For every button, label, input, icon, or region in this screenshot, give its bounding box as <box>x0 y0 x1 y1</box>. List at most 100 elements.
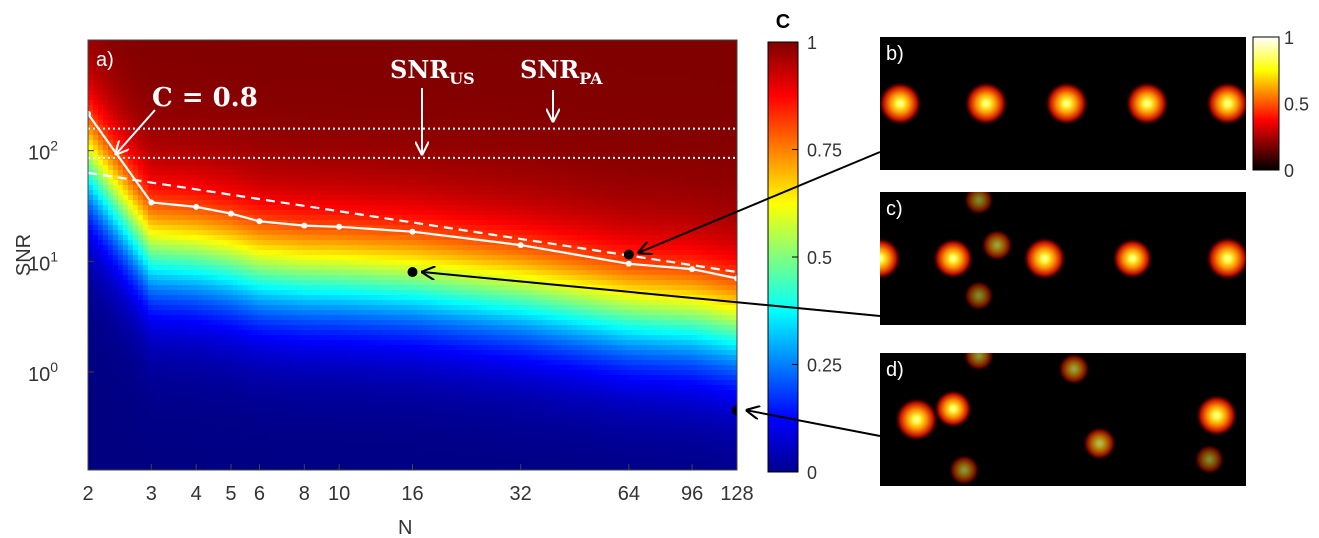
heatmap-cell <box>237 325 244 331</box>
heatmap-cell <box>152 60 159 66</box>
heatmap-cell <box>357 100 364 106</box>
heatmap-cell <box>197 185 204 191</box>
heatmap-cell <box>107 265 114 271</box>
heatmap-cell <box>117 250 124 256</box>
heatmap-cell <box>227 265 234 271</box>
heatmap-cell <box>322 170 329 176</box>
heatmap-cell <box>307 140 314 146</box>
heatmap-cell <box>307 85 314 91</box>
heatmap-cell <box>307 70 314 76</box>
heatmap-cell <box>367 445 374 451</box>
heatmap-cell <box>257 100 264 106</box>
heatmap-cell <box>182 330 189 336</box>
heatmap-cell <box>217 85 224 91</box>
heatmap-cell <box>172 400 179 406</box>
heatmap-cell <box>177 125 184 131</box>
heatmap-cell <box>177 210 184 216</box>
heatmap-cell <box>257 120 264 126</box>
heatmap-cell <box>327 260 334 266</box>
heatmap-cell <box>132 170 139 176</box>
heatmap-cell <box>367 80 374 86</box>
heatmap-cell <box>207 45 214 51</box>
heatmap-cell <box>267 385 274 391</box>
heatmap-cell <box>172 260 179 266</box>
heatmap-cell <box>272 275 279 281</box>
heatmap-cell <box>337 385 344 391</box>
heatmap-cell <box>177 320 184 326</box>
heatmap-cell <box>102 165 109 171</box>
heatmap-cell <box>357 330 364 336</box>
heatmap-cell <box>357 115 364 121</box>
heatmap-cell <box>202 375 209 381</box>
heatmap-cell <box>177 70 184 76</box>
heatmap-cell <box>322 230 329 236</box>
heatmap-cell <box>167 275 174 281</box>
heatmap-cell <box>112 245 119 251</box>
heatmap-cell <box>282 225 289 231</box>
heatmap-cell <box>247 195 254 201</box>
heatmap-cell <box>327 310 334 316</box>
heatmap-cell <box>88 60 94 66</box>
heatmap-cell <box>372 400 379 406</box>
heatmap-cell <box>242 220 249 226</box>
heatmap-cell <box>342 285 349 291</box>
heatmap-cell <box>372 395 379 401</box>
heatmap-cell <box>287 295 294 301</box>
heatmap-cell <box>232 110 239 116</box>
heatmap-cell <box>157 350 164 356</box>
heatmap-cell <box>217 445 224 451</box>
heatmap-cell <box>97 270 104 276</box>
heatmap-cell <box>282 440 289 446</box>
heatmap-cell <box>302 295 309 301</box>
heatmap-cell <box>307 135 314 141</box>
heatmap-cell <box>282 435 289 441</box>
heatmap-cell <box>192 330 199 336</box>
heatmap-cell <box>142 430 149 436</box>
heatmap-cell <box>137 340 144 346</box>
heatmap-cell <box>277 300 284 306</box>
heatmap-cell <box>247 60 254 66</box>
heatmap-cell <box>322 320 329 326</box>
heatmap-cell <box>257 160 264 166</box>
heatmap-cell <box>107 430 114 436</box>
heatmap-cell <box>257 230 264 236</box>
heatmap-cell <box>282 375 289 381</box>
heatmap-cell <box>187 150 194 156</box>
heatmap-cell <box>172 120 179 126</box>
heatmap-cell <box>222 455 229 461</box>
heatmap-cell <box>367 410 374 416</box>
heatmap-cell <box>262 350 269 356</box>
heatmap-cell <box>322 45 329 51</box>
heatmap-cell <box>247 100 254 106</box>
heatmap-cell <box>102 50 109 56</box>
heatmap-cell <box>327 355 334 361</box>
heatmap-cell <box>132 280 139 286</box>
heatmap-cell <box>97 450 104 456</box>
heatmap-cell <box>187 380 194 386</box>
heatmap-cell <box>202 260 209 266</box>
heatmap-cell <box>212 330 219 336</box>
heatmap-cell <box>157 135 164 141</box>
heatmap-cell <box>262 375 269 381</box>
heatmap-cell <box>212 385 219 391</box>
heatmap-cell <box>322 405 329 411</box>
heatmap-cell <box>137 360 144 366</box>
heatmap-cell <box>217 210 224 216</box>
heatmap-cell <box>227 110 234 116</box>
heatmap-cell <box>342 205 349 211</box>
heatmap-cell <box>212 445 219 451</box>
heatmap-cell <box>192 240 199 246</box>
heatmap-cell <box>132 70 139 76</box>
heatmap-cell <box>227 145 234 151</box>
heatmap-cell <box>277 135 284 141</box>
heatmap-cell <box>97 160 104 166</box>
heatmap-cell <box>312 110 319 116</box>
heatmap-cell <box>352 315 359 321</box>
heatmap-cell <box>372 145 379 151</box>
heatmap-cell <box>217 370 224 376</box>
heatmap-cell <box>212 310 219 316</box>
heatmap-cell <box>347 175 354 181</box>
heatmap-cell <box>322 295 329 301</box>
heatmap-cell <box>137 235 144 241</box>
heatmap-cell <box>197 325 204 331</box>
